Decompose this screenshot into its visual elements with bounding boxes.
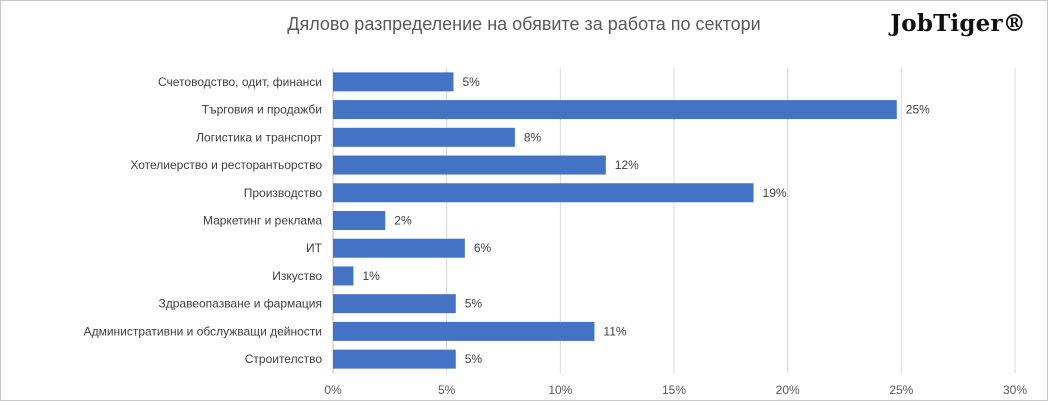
x-tick-label: 25% bbox=[889, 383, 913, 397]
data-label: 2% bbox=[394, 214, 412, 228]
bar bbox=[333, 238, 465, 258]
brand-logo: JobTiger® bbox=[890, 10, 1026, 37]
data-label: 1% bbox=[362, 269, 380, 283]
data-label: 5% bbox=[465, 297, 483, 311]
category-label: Маркетинг и реклама bbox=[203, 214, 322, 228]
category-label: Счетоводство, одит, финанси bbox=[158, 75, 322, 89]
chart-title: Дялово разпределение на обявите за работ… bbox=[287, 14, 761, 34]
category-label: Строителство bbox=[245, 352, 323, 366]
value-labels: 5% 25% 8% 12% 19% 2% 6% 1% 5% 11% 5% bbox=[362, 75, 930, 366]
bar bbox=[333, 127, 515, 147]
data-label: 5% bbox=[465, 352, 483, 366]
data-label: 12% bbox=[615, 158, 639, 172]
bar bbox=[333, 266, 354, 286]
bar bbox=[333, 321, 595, 341]
category-label: Логистика и транспорт bbox=[196, 130, 322, 144]
data-label: 25% bbox=[906, 103, 930, 117]
bar bbox=[333, 183, 754, 203]
bar bbox=[333, 100, 897, 120]
data-label: 19% bbox=[763, 186, 787, 200]
category-labels: Счетоводство, одит, финанси Търговия и пр… bbox=[84, 75, 323, 366]
category-label: ИТ bbox=[306, 241, 323, 255]
bar bbox=[333, 294, 456, 314]
bar bbox=[333, 211, 386, 230]
category-label: Административни и обслужващи дейности bbox=[84, 324, 322, 338]
category-label: Хотелиерство и ресторантьорство bbox=[130, 158, 322, 172]
category-label: Изкуство bbox=[272, 269, 322, 283]
x-tick-label: 10% bbox=[548, 383, 572, 397]
x-tick-labels: 0% 5% 10% 15% 20% 25% 30% bbox=[324, 383, 1027, 397]
category-label: Търговия и продажби bbox=[202, 103, 322, 117]
data-label: 5% bbox=[462, 75, 480, 89]
bars bbox=[333, 72, 897, 369]
category-label: Здравеопазване и фармация bbox=[158, 297, 322, 311]
data-label: 11% bbox=[603, 324, 626, 338]
x-tick-label: 30% bbox=[1003, 383, 1027, 397]
x-tick-label: 15% bbox=[662, 383, 686, 397]
data-label: 8% bbox=[524, 130, 542, 144]
data-label: 6% bbox=[474, 241, 492, 255]
category-label: Производство bbox=[244, 186, 323, 200]
bar bbox=[333, 72, 454, 92]
x-tick-label: 0% bbox=[324, 383, 342, 397]
x-tick-label: 5% bbox=[438, 383, 456, 397]
bar bbox=[333, 155, 606, 175]
x-tick-label: 20% bbox=[776, 383, 800, 397]
bar bbox=[333, 349, 456, 369]
